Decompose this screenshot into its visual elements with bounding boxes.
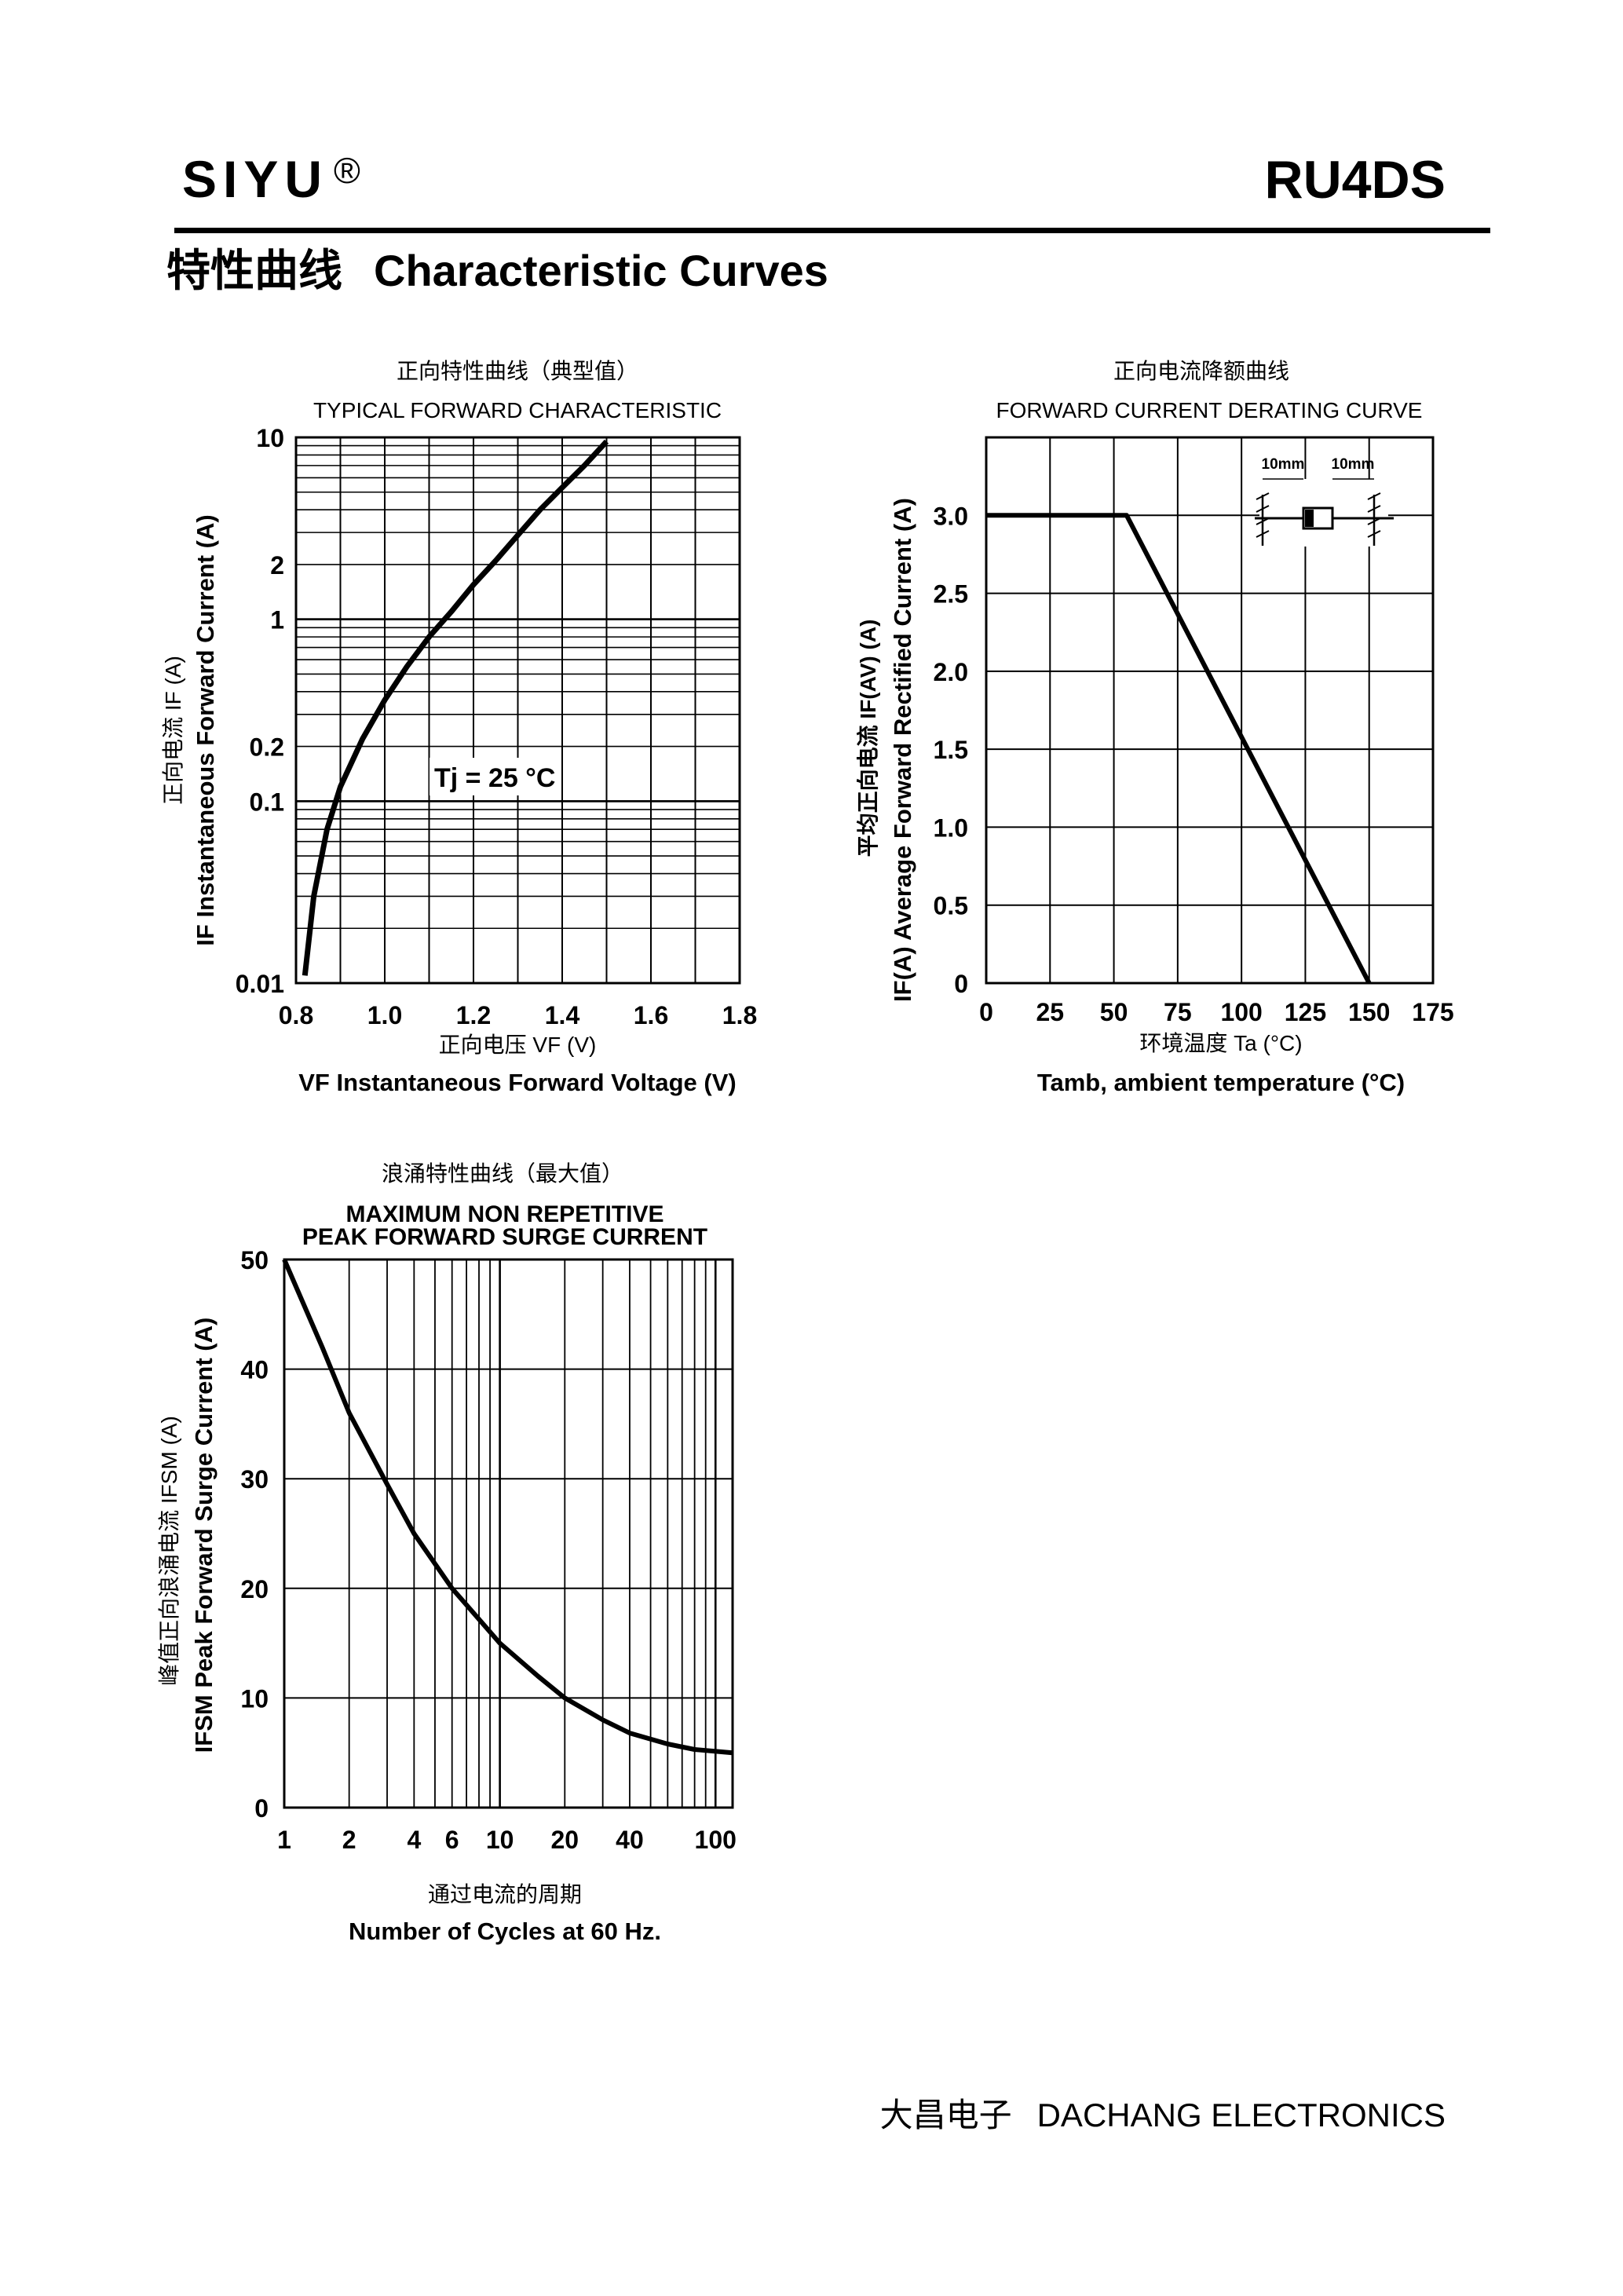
y-tick-label: 2 <box>270 551 284 579</box>
chart-title-line1: MAXIMUM NON REPETITIVE <box>345 1201 663 1227</box>
plot-frame <box>294 436 741 985</box>
x-tick-label: 4 <box>407 1826 421 1854</box>
y-axis-label-cn: 峰值正向浪涌电流 IFSM (A) <box>157 1416 181 1686</box>
plot-frame <box>985 436 1435 985</box>
section-title-en: Characteristic Curves <box>374 246 828 295</box>
annotation-tj: Tj = 25 °C <box>434 763 555 793</box>
x-tick-label: 100 <box>1220 998 1262 1026</box>
inset-clamp-hatch <box>1367 517 1381 525</box>
x-tick-label: 75 <box>1164 998 1192 1026</box>
chart-title-line2: PEAK FORWARD SURGE CURRENT <box>302 1224 707 1250</box>
section-title: 特性曲线 Characteristic Curves <box>166 236 828 299</box>
chart-title: FORWARD CURRENT DERATING CURVE <box>996 398 1423 422</box>
y-tick-label: 10 <box>240 1684 269 1713</box>
chart-title-cn: 正向电流降额曲线 <box>1113 359 1289 383</box>
brand-name: SIYU <box>182 150 329 208</box>
header-rule <box>174 228 1490 233</box>
y-axis-label: IF Instantaneous Forward Current (A) <box>192 514 219 945</box>
inset-clamp-hatch <box>1256 517 1270 525</box>
x-tick-label: 0 <box>979 998 993 1026</box>
x-axis-label-cn: 通过电流的周期 <box>428 1882 582 1907</box>
y-tick-label: 0.2 <box>250 733 284 762</box>
chart-title-cn: 正向特性曲线（典型值） <box>397 359 638 383</box>
y-tick-label: 0.1 <box>250 788 284 816</box>
x-tick-label: 1.2 <box>456 1001 491 1029</box>
y-tick-label: 0 <box>254 1794 269 1823</box>
surge-curve-line <box>282 1258 733 1756</box>
inset-clamp-hatch <box>1256 505 1270 513</box>
x-axis-label: Tamb, ambient temperature (°C) <box>1037 1069 1405 1096</box>
y-tick-label: 10 <box>256 424 284 452</box>
x-tick-label: 150 <box>1348 998 1390 1026</box>
x-tick-label: 40 <box>616 1826 644 1854</box>
y-tick-label: 2.5 <box>934 580 968 609</box>
x-axis-label: Number of Cycles at 60 Hz. <box>349 1918 661 1945</box>
inset-clamp-hatch <box>1256 492 1270 500</box>
x-tick-label: 1 <box>277 1826 291 1854</box>
x-axis-label-cn: 正向电压 VF (V) <box>439 1033 597 1057</box>
y-tick-label: 0 <box>954 970 968 998</box>
y-axis-label: IFSM Peak Forward Surge Current (A) <box>190 1318 217 1753</box>
inset-label: 10mm <box>1262 456 1305 473</box>
inset-clamp-hatch <box>1367 492 1381 500</box>
annotation-background <box>430 758 559 795</box>
derating-curve-line <box>986 513 1372 985</box>
registered-mark: ® <box>334 150 360 191</box>
x-tick-label: 50 <box>1100 998 1128 1026</box>
x-tick-label: 0.8 <box>279 1001 313 1029</box>
x-tick-label: 2 <box>342 1826 356 1854</box>
y-tick-label: 20 <box>240 1575 269 1603</box>
x-tick-label: 1.8 <box>722 1001 757 1029</box>
x-tick-label: 6 <box>445 1826 459 1854</box>
section-title-cn: 特性曲线 <box>166 246 342 295</box>
footer-company: 大昌电子 DACHANG ELECTRONICS <box>880 2089 1446 2137</box>
inset-clamp-hatch <box>1367 530 1381 538</box>
y-tick-label: 1.0 <box>934 813 968 842</box>
x-tick-label: 1.6 <box>634 1001 668 1029</box>
y-tick-label: 0.01 <box>236 970 284 998</box>
x-axis-label-cn: 环境温度 Ta (°C) <box>1139 1031 1302 1055</box>
x-tick-label: 125 <box>1285 998 1326 1026</box>
x-tick-label: 1.4 <box>545 1001 580 1029</box>
forward-curve-line <box>302 439 609 976</box>
y-axis-label: IF(A) Average Forward Rectified Current … <box>889 498 916 1002</box>
footer-company-cn: 大昌电子 <box>879 2097 1012 2133</box>
y-tick-label: 2.0 <box>934 658 968 686</box>
y-axis-label-cn: 正向电流 IF (A) <box>161 656 185 805</box>
y-tick-label: 3.0 <box>934 502 968 530</box>
x-tick-label: 175 <box>1412 998 1453 1026</box>
y-tick-label: 50 <box>240 1246 269 1274</box>
plot-frame <box>283 1258 734 1809</box>
inset-label: 10mm <box>1332 456 1375 473</box>
x-tick-label: 25 <box>1036 998 1064 1026</box>
y-tick-label: 40 <box>240 1356 269 1384</box>
x-tick-label: 100 <box>695 1826 737 1854</box>
footer-company-en: DACHANG ELECTRONICS <box>1036 2097 1446 2133</box>
chart-title: TYPICAL FORWARD CHARACTERISTIC <box>313 398 722 422</box>
inset-clamp-hatch <box>1256 530 1270 538</box>
x-tick-label: 20 <box>551 1826 579 1854</box>
inset-clamp-hatch <box>1367 505 1381 513</box>
part-number: RU4DS <box>1264 150 1446 210</box>
inset-diode-band <box>1305 510 1314 527</box>
chart-title-cn: 浪涌特性曲线（最大值） <box>382 1161 623 1186</box>
y-tick-label: 30 <box>240 1465 269 1493</box>
y-tick-label: 1.5 <box>934 736 968 764</box>
y-axis-label-cn: 平均正向电流 IF(AV) (A) <box>856 620 880 857</box>
y-tick-label: 1 <box>270 606 284 634</box>
x-axis-label: VF Instantaneous Forward Voltage (V) <box>298 1069 737 1096</box>
y-tick-label: 0.5 <box>934 892 968 920</box>
x-tick-label: 1.0 <box>367 1001 402 1029</box>
x-tick-label: 10 <box>486 1826 514 1854</box>
